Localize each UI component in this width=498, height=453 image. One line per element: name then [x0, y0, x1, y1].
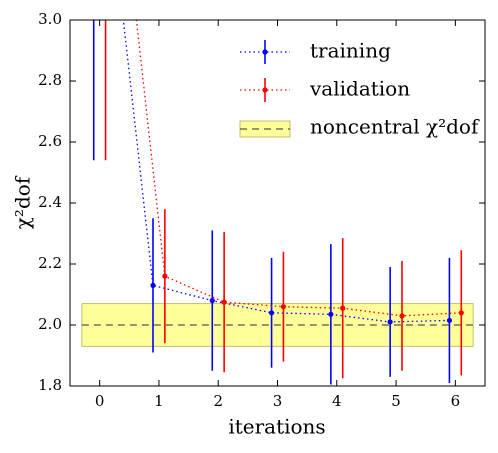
y-tick-label: 2.4	[38, 193, 62, 211]
legend-label: training	[310, 39, 391, 63]
point	[458, 310, 464, 316]
y-tick-label: 2.2	[38, 254, 62, 272]
x-tick-label: 4	[332, 392, 342, 410]
x-tick-label: 2	[213, 392, 223, 410]
point	[221, 299, 227, 305]
point	[340, 305, 346, 311]
y-tick-label: 2.6	[38, 132, 62, 150]
x-tick-label: 1	[154, 392, 164, 410]
point	[268, 310, 275, 316]
point	[209, 298, 215, 304]
x-tick-label: 6	[451, 392, 461, 410]
point	[328, 311, 334, 317]
point	[162, 273, 168, 279]
y-tick-label: 3.0	[38, 10, 62, 28]
legend-marker	[262, 87, 268, 93]
point	[399, 313, 405, 319]
point	[150, 282, 156, 288]
plot-area	[81, 20, 474, 385]
point	[446, 317, 453, 324]
y-axis-label: χ²dof	[11, 175, 35, 229]
point	[280, 304, 287, 310]
x-tick-label: 5	[391, 392, 401, 410]
point	[387, 319, 393, 325]
x-tick-label: 3	[273, 392, 283, 410]
x-tick-label: 0	[95, 392, 105, 410]
x-axis-label: iterations	[228, 415, 325, 439]
legend-label: noncentral χ²dof	[310, 115, 480, 139]
y-tick-label: 2.0	[38, 315, 62, 333]
y-tick-label: 2.8	[38, 71, 62, 89]
legend-marker	[262, 49, 268, 55]
legend-label: validation	[309, 77, 410, 101]
y-tick-label: 1.8	[38, 376, 62, 394]
